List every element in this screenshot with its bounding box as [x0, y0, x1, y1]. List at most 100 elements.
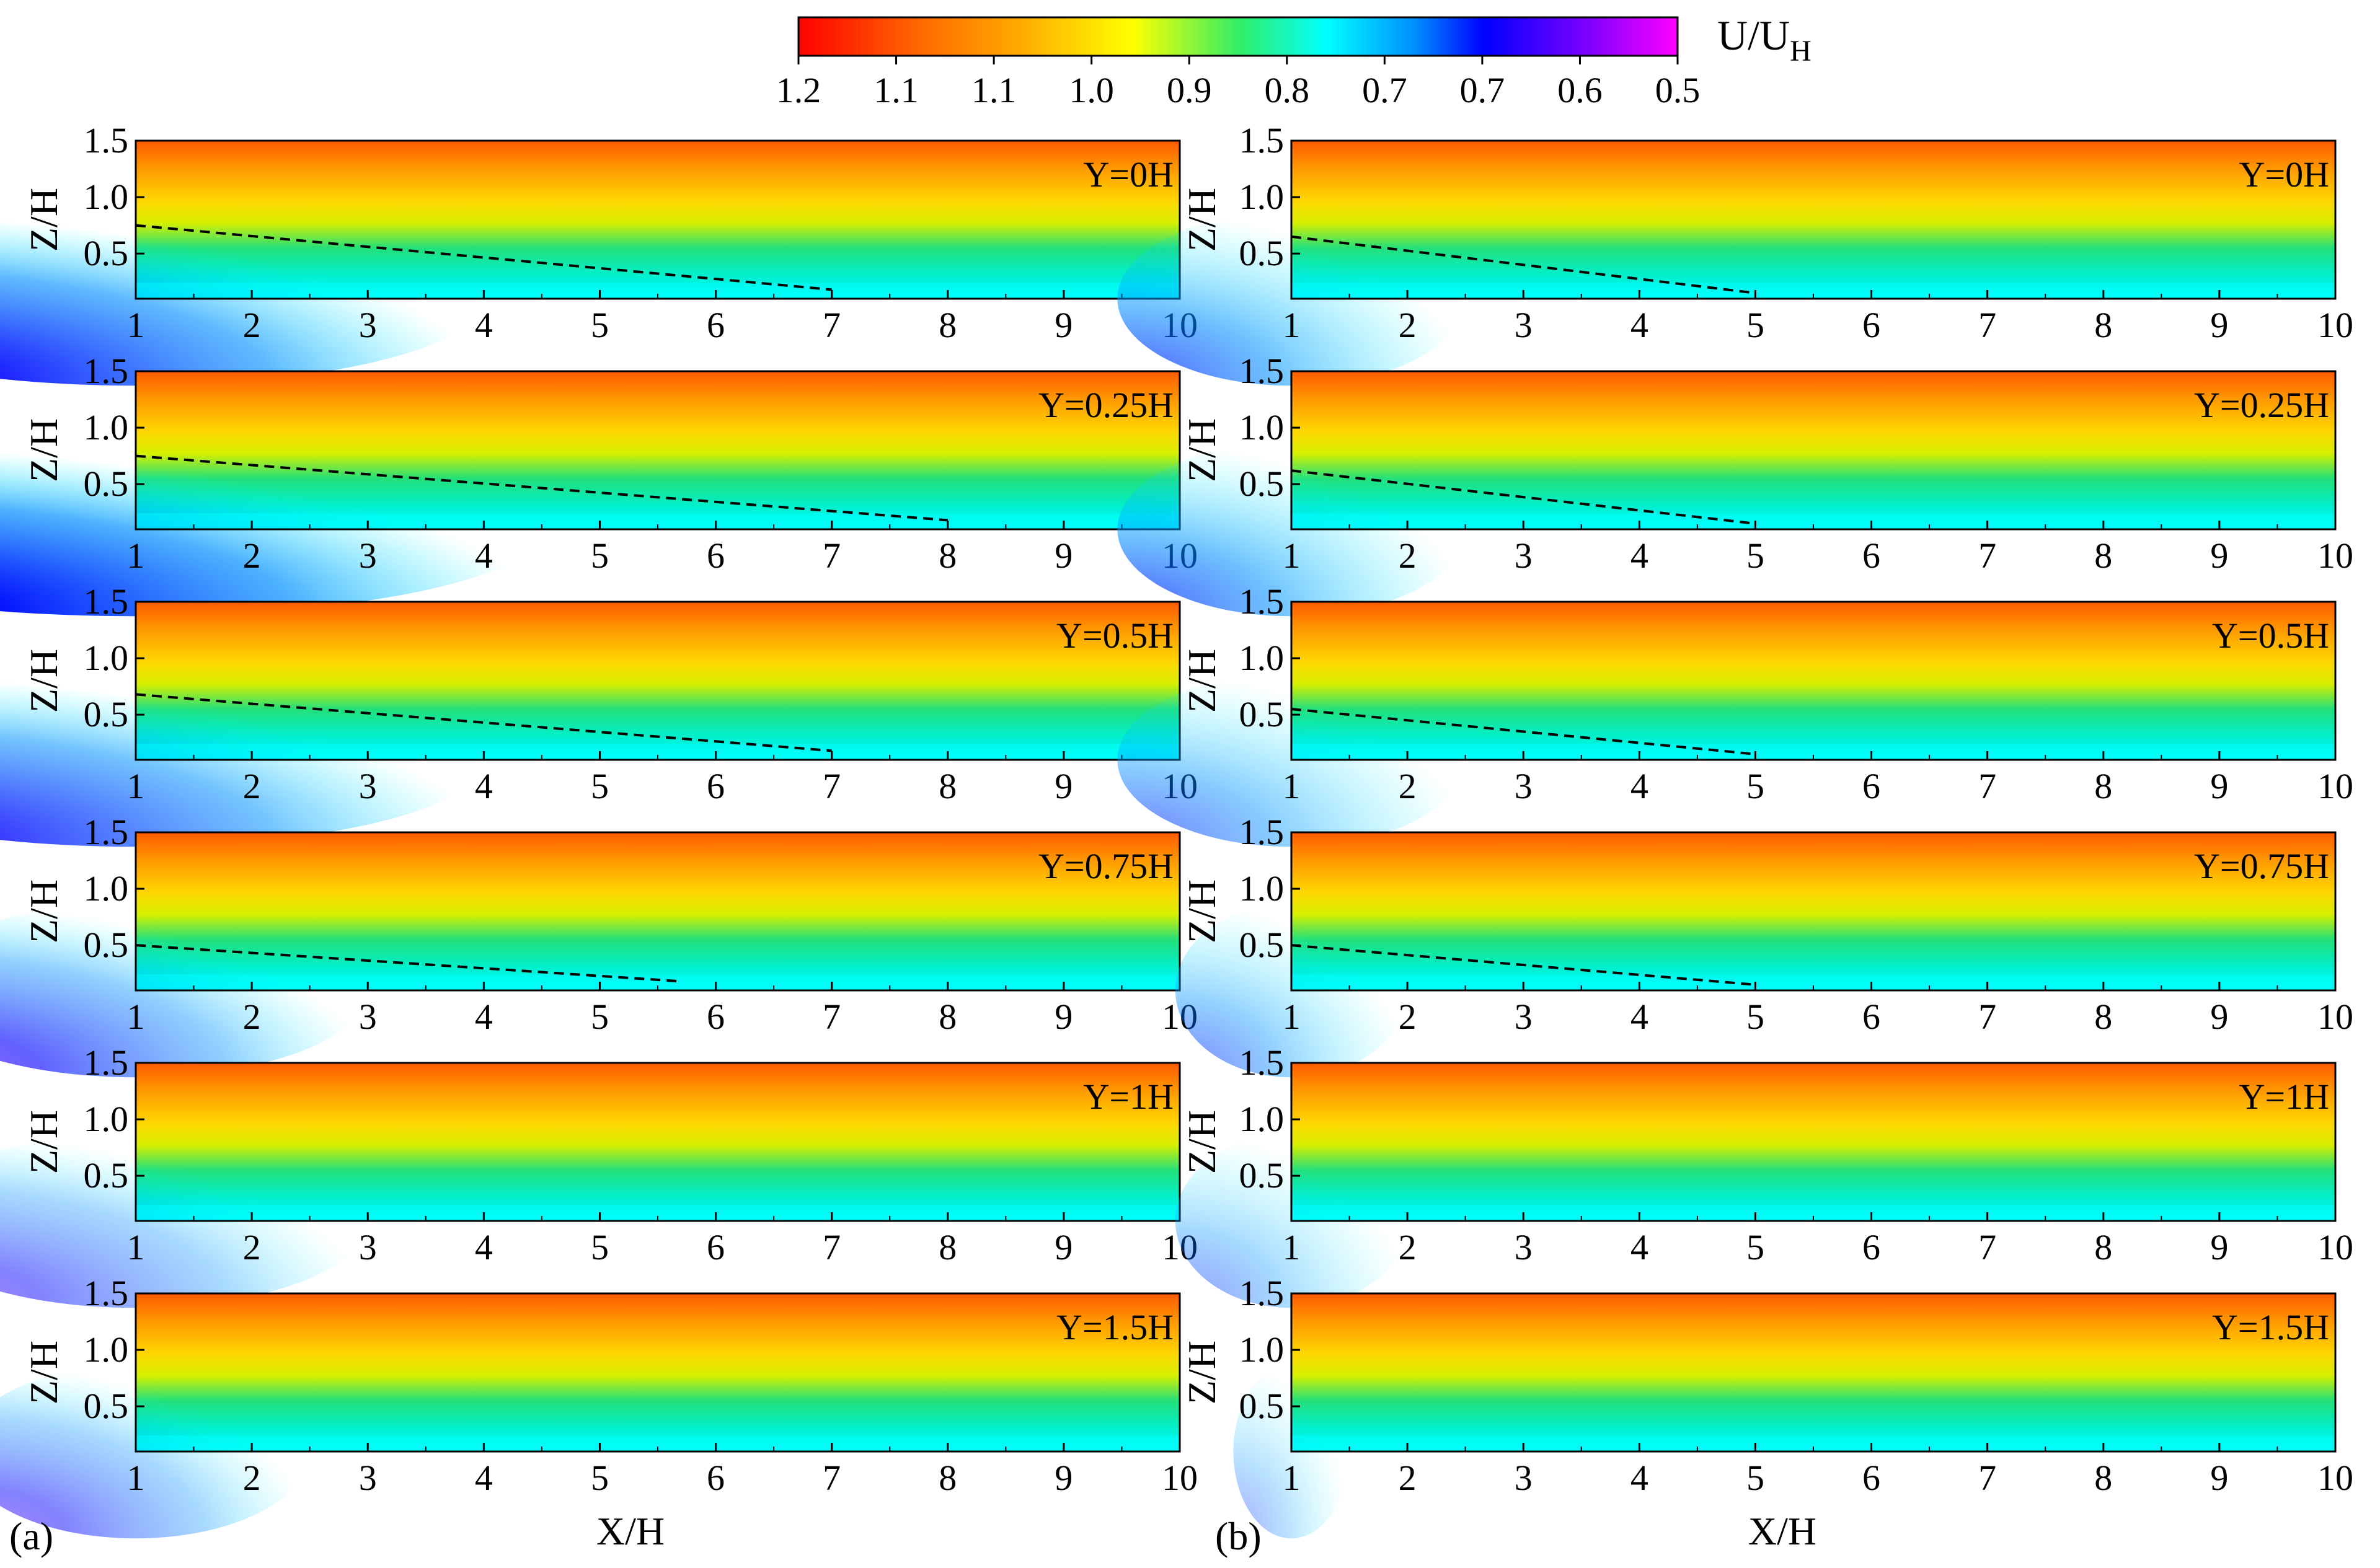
- x-tick-label: 7: [1978, 305, 1996, 345]
- x-tick-label: 10: [2317, 997, 2353, 1037]
- panel-label: Y=1H: [2239, 1077, 2329, 1117]
- y-tick-label: 0.5: [84, 925, 129, 965]
- y-axis-label: Z/H: [22, 879, 66, 943]
- y-tick-label: 1.5: [84, 120, 129, 161]
- x-tick-label: 2: [243, 535, 261, 576]
- colorbar-tick-label: 0.9: [1167, 70, 1212, 110]
- x-tick-label: 3: [359, 997, 377, 1037]
- y-axis-label: Z/H: [22, 649, 66, 713]
- colorbar: 1.2 1.1 1.1 1.0 0.9 0.8 0.7 0.7 0.6 0.5 U/UH: [776, 12, 1812, 110]
- boundary-line: [1291, 944, 1756, 986]
- x-tick-label: 3: [359, 766, 377, 806]
- y-axis-label: Z/H: [22, 188, 66, 252]
- y-tick-label: 1.5: [1239, 581, 1285, 622]
- boundary-line: [1291, 708, 1756, 755]
- x-tick-label: 4: [1630, 1458, 1648, 1498]
- panel-b-2: 1 2 3 4 5 6 7 8 9 10 0.5 1.0 1.5 Z/H Y=0.5H: [1117, 581, 2353, 847]
- x-tick-label: 5: [591, 1458, 609, 1498]
- x-tick-label: 1: [1283, 1227, 1301, 1267]
- x-tick-label: 1: [127, 535, 145, 576]
- x-tick-label: 5: [591, 997, 609, 1037]
- y-tick-label: 1.5: [84, 1273, 129, 1313]
- x-tick-label: 8: [939, 997, 957, 1037]
- y-axis-label: Z/H: [22, 418, 66, 482]
- panel-a-4: 1 2 3 4 5 6 7 8 9 100.51.01.5Z/HY=1H: [0, 1042, 1198, 1308]
- y-tick-label: 1.5: [1239, 351, 1285, 391]
- x-tick-label: 6: [1862, 305, 1880, 345]
- x-tick-label: 8: [939, 766, 957, 806]
- colorbar-tick-label: 0.5: [1655, 70, 1701, 110]
- boundary-line: [135, 693, 832, 752]
- x-tick-label: 1: [127, 1458, 145, 1498]
- x-tick-label: 9: [2210, 1458, 2228, 1498]
- x-tick-label: 8: [939, 535, 957, 576]
- x-tick-label: 4: [1630, 766, 1648, 806]
- figure-label-b: (b): [1215, 1514, 1262, 1558]
- field-background: [1291, 602, 2335, 760]
- x-tick-label: 9: [1055, 997, 1073, 1037]
- panel-a-3: 1 2 3 4 5 6 7 8 9 100.51.01.5Z/HY=0.75H: [0, 812, 1198, 1078]
- x-tick-label: 9: [1055, 305, 1073, 345]
- x-tick-label: 9: [1055, 1227, 1073, 1267]
- y-tick-label: 0.5: [1239, 464, 1285, 504]
- panel-a-5: 1 2 3 4 5 6 7 8 9 10 0.5 1.0 1.5 Z/H Y=1.5H: [0, 1273, 1198, 1539]
- chart-group-a: 1 2 3 4 5 6 7 8 9 10 0.5 1.0 1.5 Z/H Y=0H 1 2 3 4 5 6 7 8 9 10 0.…: [0, 120, 1198, 1539]
- x-tick-label: 8: [939, 1458, 957, 1498]
- x-tick-label: 7: [1978, 1227, 1996, 1267]
- x-tick-label: 7: [823, 766, 841, 806]
- x-tick-label: 3: [359, 1458, 377, 1498]
- y-tick-label: 1.0: [1239, 638, 1285, 678]
- y-tick-label: 1.5: [1239, 1042, 1285, 1083]
- panel-label: Y=0H: [2239, 154, 2329, 195]
- x-tick-label: 6: [707, 1227, 725, 1267]
- x-tick-label: 6: [707, 1458, 725, 1498]
- x-tick-label: 1: [127, 1227, 145, 1267]
- x-tick-label: 4: [475, 1227, 493, 1267]
- x-tick-label: 7: [1978, 766, 1996, 806]
- x-tick-label: 2: [243, 766, 261, 806]
- x-tick-label: 8: [2094, 535, 2112, 576]
- x-tick-label: 3: [1515, 997, 1533, 1037]
- y-tick-label: 1.5: [1239, 120, 1285, 161]
- field-background: [1291, 1063, 2335, 1221]
- y-tick-label: 1.0: [1239, 868, 1285, 909]
- x-tick-label: 3: [359, 1227, 377, 1267]
- x-tick-label: 4: [475, 1458, 493, 1498]
- x-axis-label-b: X/H: [1748, 1509, 1816, 1553]
- x-tick-label: 3: [359, 305, 377, 345]
- x-tick-label: 8: [2094, 1227, 2112, 1267]
- x-tick-label: 2: [243, 1227, 261, 1267]
- x-tick-label: 3: [359, 535, 377, 576]
- y-tick-label: 0.5: [1239, 233, 1285, 273]
- x-tick-label: 2: [243, 1458, 261, 1498]
- colorbar-tick-label: 0.7: [1362, 70, 1407, 110]
- x-tick-label: 6: [707, 766, 725, 806]
- x-tick-label: 1: [1283, 766, 1301, 806]
- x-tick-label: 1: [1283, 1458, 1301, 1498]
- x-tick-label: 6: [1862, 766, 1880, 806]
- y-tick-label: 0.5: [1239, 1386, 1285, 1426]
- x-tick-label: 7: [1978, 1458, 1996, 1498]
- x-tick-label: 2: [1399, 997, 1417, 1037]
- x-tick-label: 1: [127, 997, 145, 1037]
- panel-label: Y=1.5H: [1056, 1307, 1174, 1347]
- field-background: [1291, 1293, 2335, 1451]
- y-tick-label: 1.5: [84, 581, 129, 622]
- y-tick-label: 1.0: [1239, 1099, 1285, 1139]
- y-tick-label: 1.5: [84, 812, 129, 852]
- boundary-line: [135, 944, 681, 983]
- x-tick-label: 7: [823, 1227, 841, 1267]
- x-tick-label: 4: [475, 997, 493, 1037]
- x-tick-label: 6: [707, 535, 725, 576]
- x-tick-label: 4: [475, 766, 493, 806]
- y-axis-label: Z/H: [22, 1110, 66, 1174]
- x-tick-label: 5: [591, 766, 609, 806]
- panel-label: Y=0.75H: [2194, 846, 2329, 886]
- y-tick-label: 1.0: [84, 407, 129, 447]
- panel-b-3: 1 2 3 4 5 6 7 8 9 10 0.5 1.0 1.5 Z/H Y=0.75H: [1175, 812, 2353, 1078]
- x-tick-label: 2: [243, 997, 261, 1037]
- x-tick-label: 3: [1515, 305, 1533, 345]
- x-tick-label: 1: [127, 766, 145, 806]
- colorbar-tick-label: 1.1: [874, 70, 919, 110]
